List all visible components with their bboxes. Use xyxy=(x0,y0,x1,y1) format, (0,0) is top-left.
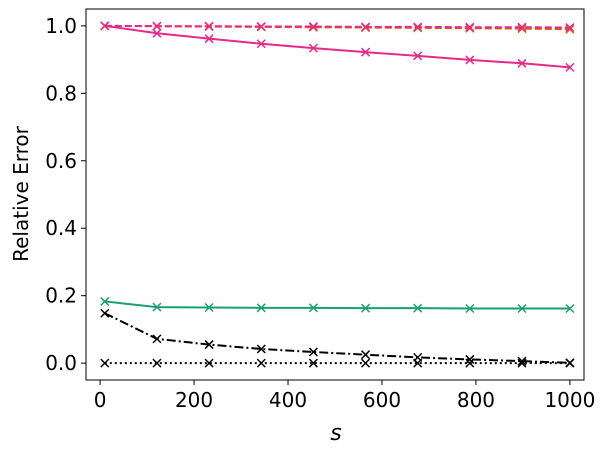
data-point-marker xyxy=(465,358,475,368)
series-line xyxy=(104,24,570,69)
y-tick-label: 1.0 xyxy=(45,14,77,38)
data-point-marker xyxy=(565,303,575,314)
y-axis-label: Relative Error xyxy=(9,125,33,262)
data-point-marker xyxy=(256,39,266,49)
data-point-marker xyxy=(465,354,475,364)
y-tick-label: 0.2 xyxy=(45,284,77,308)
y-tick-label: 0.8 xyxy=(45,81,77,105)
series-line xyxy=(104,24,570,29)
data-point-marker xyxy=(517,24,527,34)
data-point-marker xyxy=(100,308,110,318)
data-point-marker xyxy=(413,51,423,61)
plot-frame xyxy=(85,8,585,381)
data-point-marker xyxy=(565,23,575,33)
data-point-marker xyxy=(413,358,423,368)
data-point-marker xyxy=(204,340,214,350)
series-0 xyxy=(100,21,575,72)
data-point-marker xyxy=(100,358,110,368)
data-point-marker xyxy=(308,358,318,368)
data-point-marker xyxy=(517,22,527,32)
series-3 xyxy=(100,296,575,314)
data-point-marker xyxy=(517,58,527,68)
data-point-marker xyxy=(361,22,371,32)
x-tick-label: 400 xyxy=(269,388,307,412)
data-point-marker xyxy=(256,358,266,368)
data-point-marker xyxy=(308,303,318,313)
data-point-marker xyxy=(308,22,318,32)
data-point-marker xyxy=(256,303,266,313)
x-tick-label: 0 xyxy=(94,388,107,412)
series-layer xyxy=(100,21,575,368)
data-point-marker xyxy=(152,21,162,31)
data-point-marker xyxy=(256,344,266,354)
x-tick-label: 800 xyxy=(457,388,495,412)
y-tick-label: 0.0 xyxy=(45,351,77,375)
data-point-marker xyxy=(361,358,371,368)
data-point-marker xyxy=(361,350,371,360)
y-tick-label: 0.4 xyxy=(45,216,77,240)
data-point-marker xyxy=(204,34,214,44)
data-point-marker xyxy=(152,28,162,38)
data-point-marker xyxy=(204,358,214,368)
x-tick-label: 600 xyxy=(363,388,401,412)
x-tick-label: 200 xyxy=(175,388,213,412)
data-point-marker xyxy=(465,22,475,32)
data-point-marker xyxy=(308,43,318,53)
tick-layer: 0 200 400 600 800 1000 0.0 0.2 0.4 0.6 0.8 1.0 xyxy=(45,14,595,412)
series-line xyxy=(104,300,570,310)
series-5 xyxy=(100,358,575,368)
data-point-marker xyxy=(413,303,423,313)
data-point-marker xyxy=(465,303,475,314)
series-4 xyxy=(100,308,575,368)
series-line xyxy=(104,312,570,364)
series-2 xyxy=(100,21,575,33)
data-point-marker xyxy=(152,334,162,344)
data-point-marker xyxy=(100,296,110,306)
y-tick-label: 0.6 xyxy=(45,149,77,173)
data-point-marker xyxy=(256,22,266,32)
data-point-marker xyxy=(152,358,162,368)
data-point-marker xyxy=(465,55,475,65)
data-point-marker xyxy=(517,356,527,366)
data-point-marker xyxy=(204,21,214,31)
data-point-marker xyxy=(361,47,371,57)
data-point-marker xyxy=(517,358,527,368)
x-axis-label: s xyxy=(330,421,341,446)
data-point-marker xyxy=(100,21,110,31)
data-point-marker xyxy=(152,302,162,312)
data-point-marker xyxy=(413,22,423,32)
data-point-marker xyxy=(517,303,527,314)
data-point-marker xyxy=(204,302,214,313)
data-point-marker xyxy=(565,358,575,368)
data-point-marker xyxy=(565,62,575,72)
x-tick-label: 1000 xyxy=(544,388,595,412)
data-point-marker xyxy=(308,347,318,357)
data-point-marker xyxy=(361,303,371,313)
